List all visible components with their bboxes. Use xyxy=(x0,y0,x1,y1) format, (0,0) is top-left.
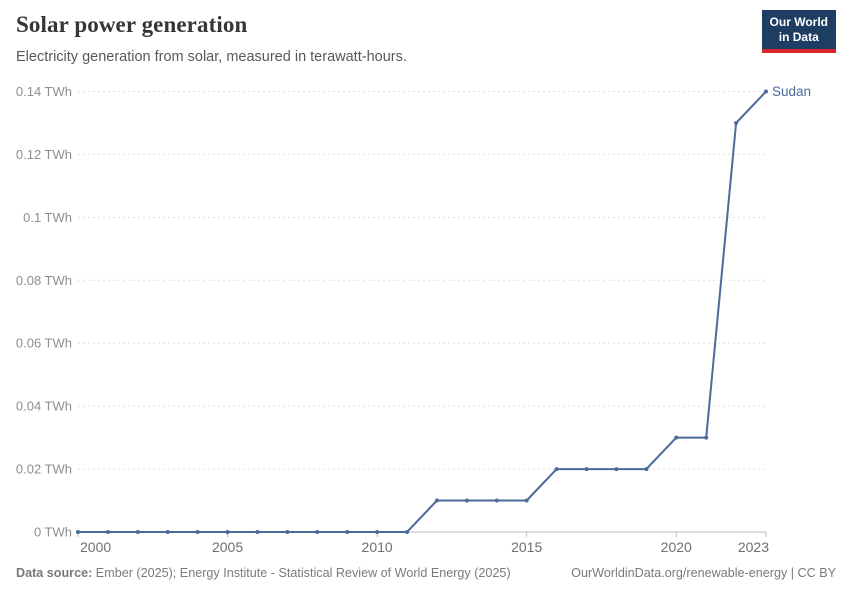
data-point[interactable] xyxy=(345,530,350,534)
owid-logo-line1: Our World xyxy=(769,15,828,29)
chart-footer: Data source: Ember (2025); Energy Instit… xyxy=(16,566,836,580)
data-point[interactable] xyxy=(494,498,499,503)
data-source-label: Data source: xyxy=(16,566,93,580)
data-point[interactable] xyxy=(434,498,439,503)
data-point[interactable] xyxy=(76,530,80,534)
x-axis-tick-label: 2015 xyxy=(511,539,542,555)
data-point[interactable] xyxy=(105,530,110,534)
y-axis-tick-label: 0.04 TWh xyxy=(16,399,72,414)
data-point[interactable] xyxy=(405,530,410,534)
data-point[interactable] xyxy=(584,467,589,472)
data-point[interactable] xyxy=(285,530,290,534)
x-axis-tick-label: 2000 xyxy=(80,539,111,555)
x-axis-tick-label: 2010 xyxy=(362,539,393,555)
data-point[interactable] xyxy=(764,89,768,94)
owid-logo-line2: in Data xyxy=(778,30,819,44)
y-axis-tick-label: 0 TWh xyxy=(34,525,72,540)
y-axis-tick-label: 0.02 TWh xyxy=(16,462,72,477)
data-point[interactable] xyxy=(554,467,559,472)
y-axis-tick-label: 0.12 TWh xyxy=(16,147,72,162)
data-source-text: Ember (2025); Energy Institute - Statist… xyxy=(95,566,511,580)
owid-logo[interactable]: Our World in Data xyxy=(761,10,836,53)
data-point[interactable] xyxy=(704,435,709,440)
license-link[interactable]: OurWorldinData.org/renewable-energy | CC… xyxy=(571,566,836,580)
data-point[interactable] xyxy=(614,467,619,472)
page-title: Solar power generation xyxy=(16,12,248,37)
data-point[interactable] xyxy=(315,530,320,534)
x-axis-tick-label: 2020 xyxy=(661,539,692,555)
data-point[interactable] xyxy=(225,530,230,534)
data-point[interactable] xyxy=(674,435,679,440)
data-series-line xyxy=(77,90,767,533)
data-point[interactable] xyxy=(375,530,380,534)
data-source-note: Data source: Ember (2025); Energy Instit… xyxy=(16,566,511,580)
data-point[interactable] xyxy=(644,467,649,472)
y-axis-tick-label: 0.1 TWh xyxy=(23,210,72,225)
y-axis-tick-label: 0.08 TWh xyxy=(16,273,72,288)
x-axis-tick-label: 2023 xyxy=(738,539,769,555)
data-point[interactable] xyxy=(734,120,739,125)
y-axis-tick-label: 0.06 TWh xyxy=(16,336,72,351)
x-axis-tick-label: 2005 xyxy=(212,539,243,555)
entity-label[interactable]: Sudan xyxy=(772,84,811,99)
data-point[interactable] xyxy=(135,530,140,534)
data-point[interactable] xyxy=(524,498,529,503)
chart-subtitle: Electricity generation from solar, measu… xyxy=(16,49,407,65)
data-point[interactable] xyxy=(255,530,260,534)
data-point[interactable] xyxy=(195,530,200,534)
y-axis-tick-label: 0.14 TWh xyxy=(16,84,72,99)
owid-logo-box: Our World in Data xyxy=(761,10,836,53)
data-point[interactable] xyxy=(165,530,170,534)
data-point[interactable] xyxy=(464,498,469,503)
